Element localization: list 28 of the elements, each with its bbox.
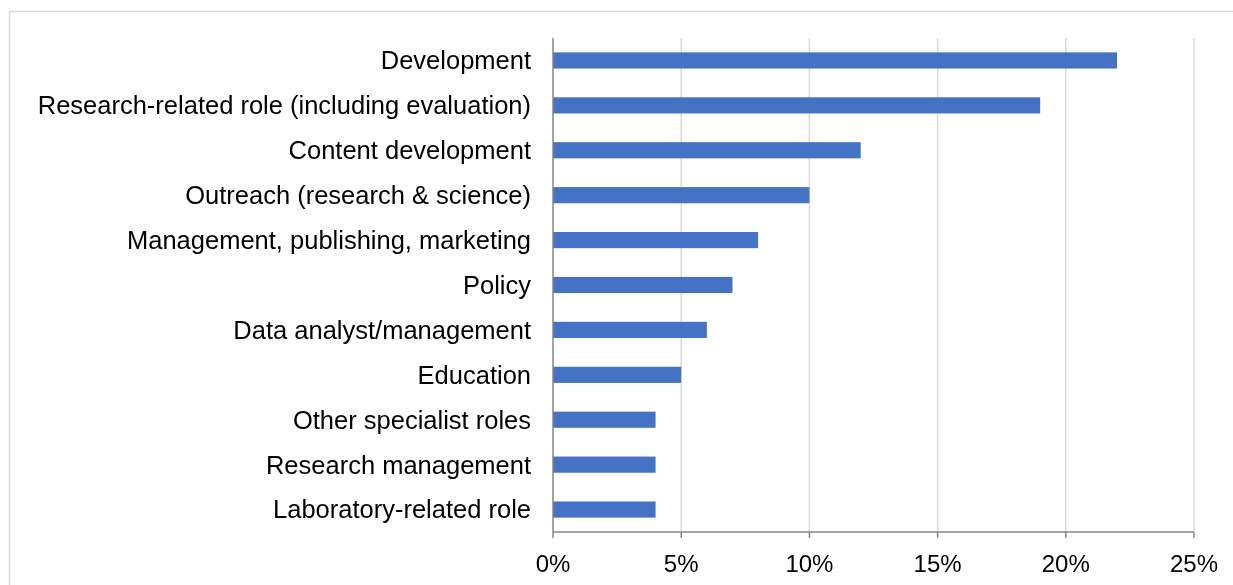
bar <box>553 276 733 294</box>
x-tick-label: 15% <box>913 550 962 577</box>
bar <box>553 366 682 383</box>
y-tick-label: Content development <box>288 136 531 165</box>
y-tick-label: Other specialist roles <box>292 405 531 434</box>
x-tick-label: 25% <box>1169 550 1219 577</box>
bar <box>553 456 656 473</box>
y-tick-label: Research-related role (including evaluation) <box>37 91 531 120</box>
x-tick-label: 20% <box>1041 550 1090 577</box>
bar <box>553 321 707 338</box>
y-tick-label: Outreach (research & science) <box>185 181 531 210</box>
y-tick-label: Management, publishing, marketing <box>127 226 531 255</box>
bar <box>553 232 759 249</box>
bar <box>553 411 656 428</box>
x-tick-label: 5% <box>663 550 699 577</box>
bar <box>553 501 656 518</box>
x-tick-label: 0% <box>535 550 571 577</box>
y-tick-label: Laboratory-related role <box>273 495 531 524</box>
bar <box>553 52 1118 69</box>
bar <box>553 142 861 159</box>
y-tick-label: Data analyst/management <box>233 315 531 344</box>
y-tick-label: Development <box>380 46 531 75</box>
y-tick-label: Research management <box>265 450 531 479</box>
x-tick-label: 10% <box>785 550 834 577</box>
y-tick-label: Education <box>417 360 531 389</box>
bar <box>553 97 1041 114</box>
y-tick-label: Policy <box>462 270 532 299</box>
bar <box>553 187 810 204</box>
